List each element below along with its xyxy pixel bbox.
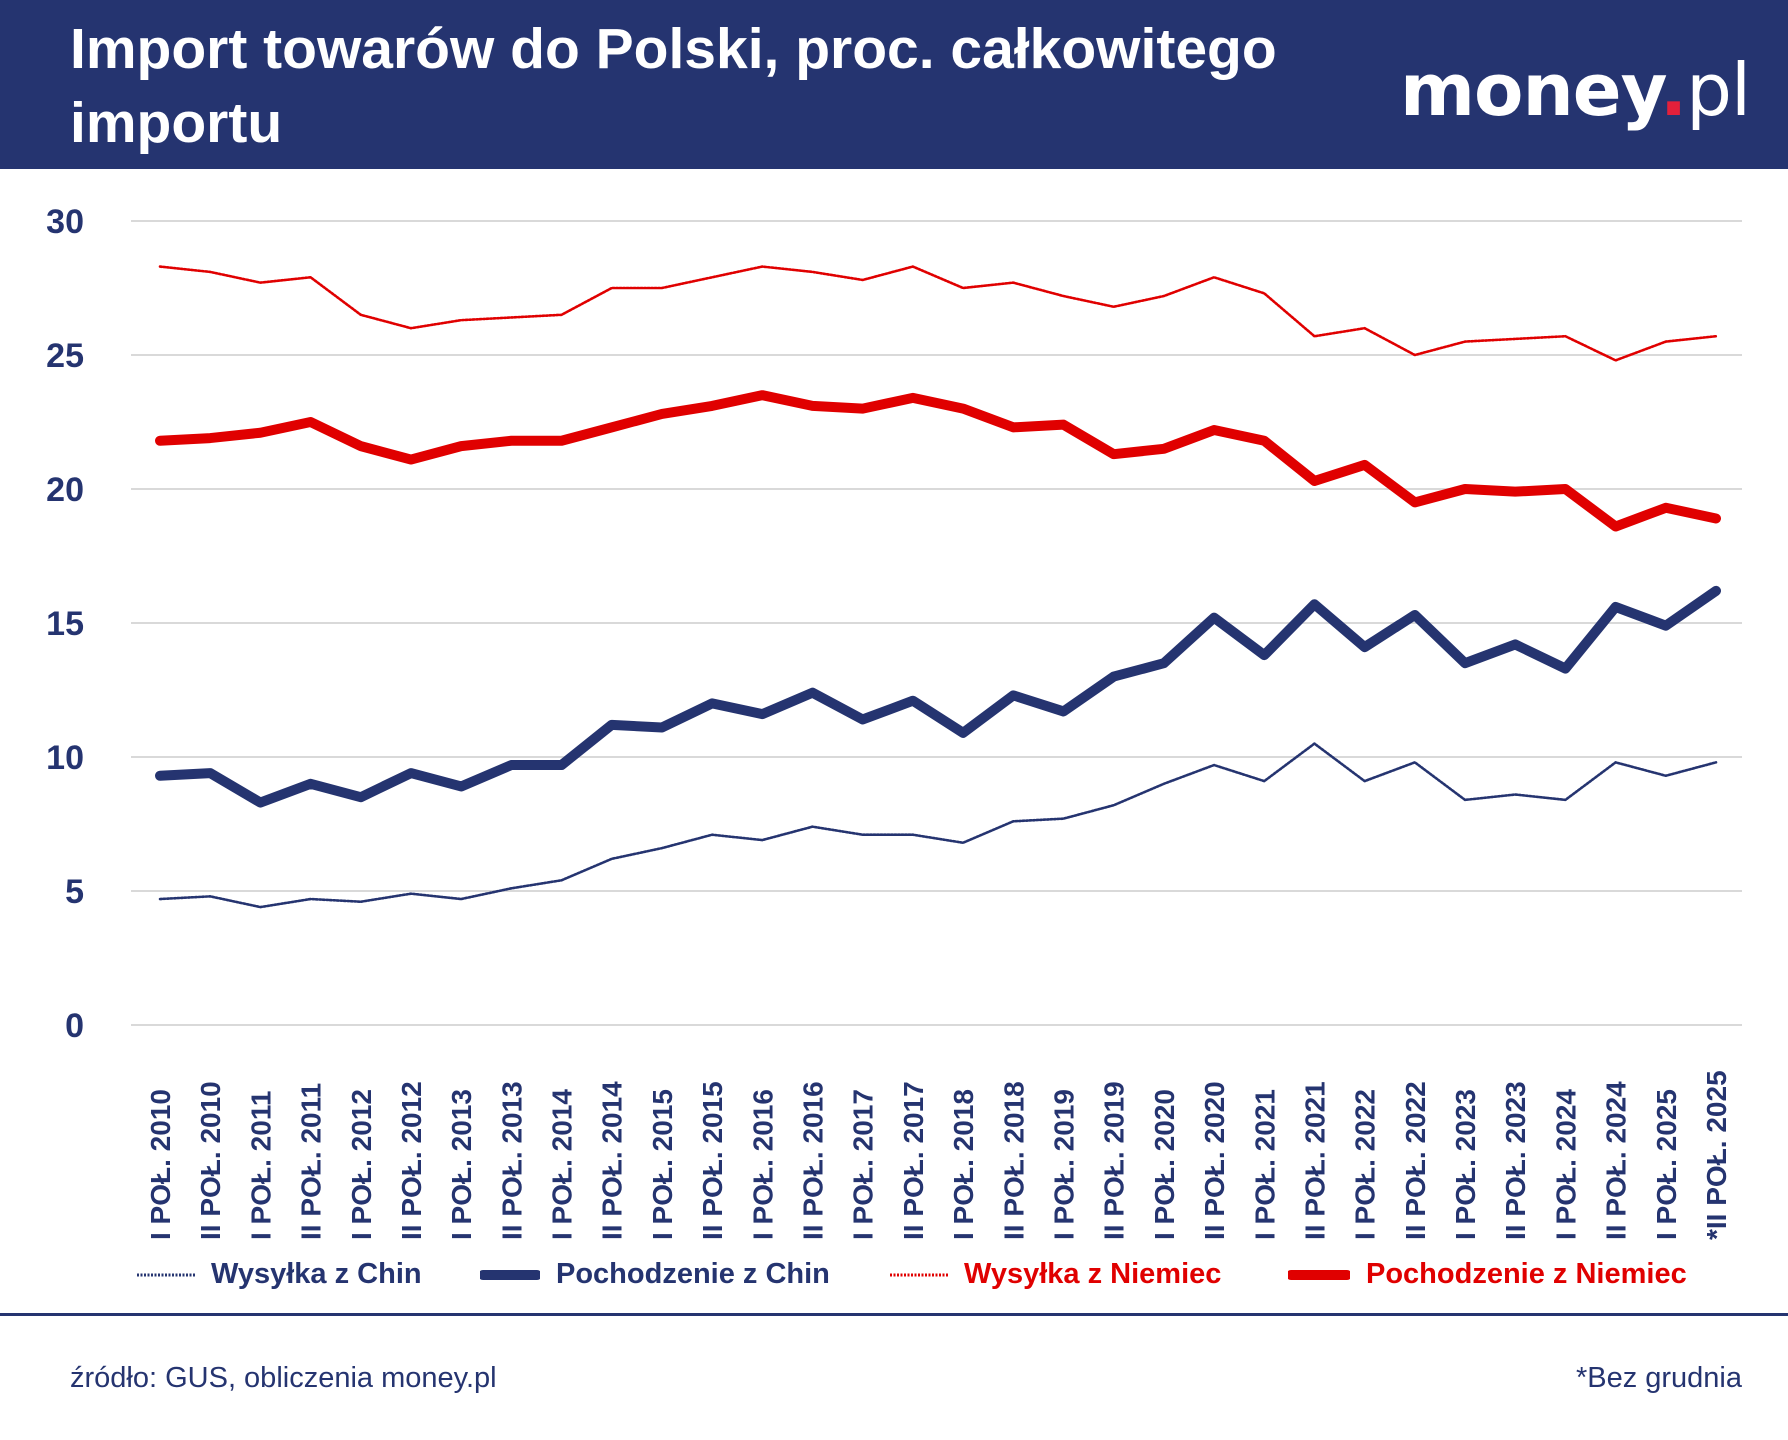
legend-swatch (480, 1269, 540, 1280)
y-tick-label: 0 (65, 1007, 84, 1045)
x-tick-label: II POŁ. 2019 (1099, 1081, 1130, 1240)
x-tick-label: I POŁ. 2017 (848, 1089, 879, 1240)
x-tick-label: I POŁ. 2011 (245, 1091, 276, 1240)
y-tick-label: 30 (46, 203, 84, 241)
legend-label: Wysyłka z Chin (211, 1258, 422, 1290)
footnote: *Bez grudnia (1575, 1362, 1742, 1394)
source-note: źródło: GUS, obliczenia money.pl (70, 1362, 497, 1394)
x-tick-label: II POŁ. 2018 (998, 1081, 1029, 1240)
y-tick-label: 15 (46, 605, 84, 643)
x-tick-label: I POŁ. 2010 (145, 1089, 176, 1240)
series-line-pochodzenie-z-niemiec (155, 390, 1721, 532)
y-tick-label: 25 (46, 337, 84, 375)
legend-item-pochodzenie-chin: Pochodzenie z Chin (480, 1258, 830, 1291)
x-tick-label: II POŁ. 2015 (697, 1081, 728, 1240)
x-tick-label: I POŁ. 2025 (1651, 1089, 1682, 1240)
x-tick-label: II POŁ. 2021 (1299, 1081, 1330, 1240)
x-tick-label: II POŁ. 2020 (1199, 1081, 1230, 1240)
x-tick-label: I POŁ. 2018 (948, 1089, 979, 1240)
series-line-wysyłka-z-chin (158, 742, 1718, 909)
chart-title: Import towarów do Polski, proc. całkowit… (70, 17, 1277, 155)
series-line-wysyłka-z-niemiec (158, 265, 1718, 362)
x-tick-label: II POŁ. 2022 (1400, 1081, 1431, 1240)
x-tick-label: I POŁ. 2021 (1249, 1089, 1280, 1240)
x-tick-label: II POŁ. 2010 (195, 1081, 226, 1240)
x-tick-label: II POŁ. 2024 (1601, 1081, 1632, 1240)
legend-label: Wysyłka z Niemiec (964, 1258, 1222, 1290)
legend-swatch (1288, 1269, 1350, 1280)
x-tick-label: I POŁ. 2024 (1550, 1089, 1581, 1240)
x-tick-label: I POŁ. 2022 (1350, 1089, 1381, 1240)
legend-swatch (890, 1273, 948, 1276)
legend-label: Pochodzenie z Chin (556, 1258, 830, 1290)
x-tick-label: II POŁ. 2023 (1500, 1081, 1531, 1240)
x-tick-label: I POŁ. 2020 (1149, 1089, 1180, 1240)
legend: Wysyłka z Chin Pochodzenie z Chin Wysyłk… (0, 1258, 1788, 1298)
x-tick-label: I POŁ. 2019 (1048, 1089, 1079, 1240)
x-tick-label: I POŁ. 2012 (346, 1089, 377, 1240)
legend-label: Pochodzenie z Niemiec (1366, 1258, 1687, 1290)
x-tick-label: I POŁ. 2013 (446, 1089, 477, 1240)
y-tick-label: 10 (46, 739, 84, 777)
legend-item-pochodzenie-niemiec: Pochodzenie z Niemiec (1288, 1258, 1687, 1291)
x-tick-label: II POŁ. 2017 (898, 1081, 929, 1240)
x-tick-label: *II POŁ. 2025 (1701, 1070, 1732, 1240)
x-tick-label: I POŁ. 2015 (647, 1089, 678, 1240)
x-tick-label: I POŁ. 2023 (1450, 1089, 1481, 1240)
x-tick-label: II POŁ. 2011 (296, 1083, 327, 1240)
legend-swatch (137, 1273, 195, 1276)
footer-divider (0, 1313, 1788, 1316)
y-tick-label: 5 (65, 873, 84, 911)
x-tick-label: I POŁ. 2014 (547, 1089, 578, 1240)
money-pl-logo: money.pl (1400, 48, 1751, 132)
header-banner: Import towarów do Polski, proc. całkowit… (0, 0, 1788, 169)
x-tick-label: I POŁ. 2016 (747, 1089, 778, 1240)
legend-item-wysylka-chin: Wysyłka z Chin (137, 1258, 422, 1291)
series-line-pochodzenie-z-chin (155, 585, 1721, 808)
legend-item-wysylka-niemiec: Wysyłka z Niemiec (890, 1258, 1221, 1291)
x-tick-label: II POŁ. 2016 (798, 1081, 829, 1240)
line-chart: 0 5 10 15 20 25 30 I POŁ. 2010 II POŁ. 2010 I POŁ… (46, 203, 1742, 1240)
x-tick-label: II POŁ. 2014 (597, 1081, 628, 1240)
y-tick-label: 20 (46, 471, 84, 509)
x-tick-label: II POŁ. 2012 (396, 1081, 427, 1240)
x-tick-label: II POŁ. 2013 (496, 1081, 527, 1240)
